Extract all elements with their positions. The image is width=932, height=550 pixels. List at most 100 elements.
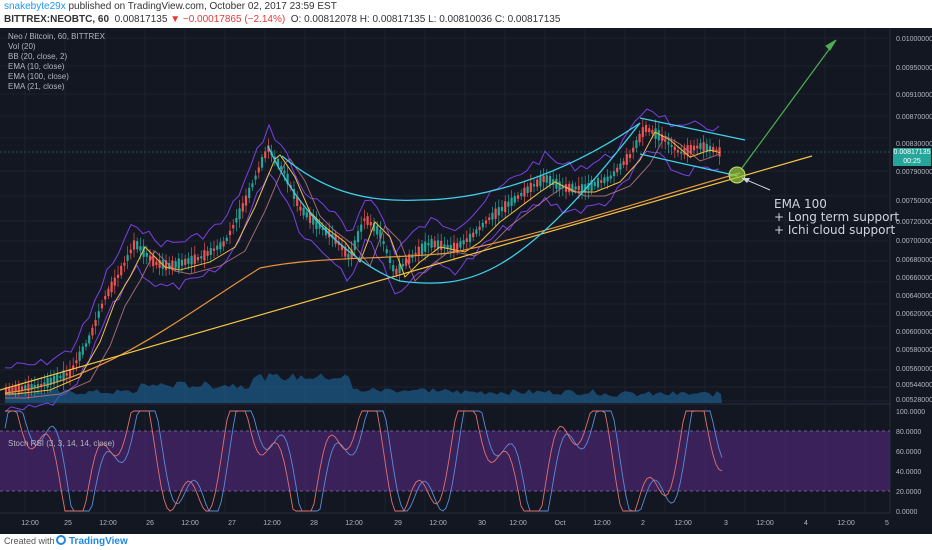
candle-body bbox=[171, 260, 174, 271]
candle-body bbox=[657, 130, 660, 141]
candle-body bbox=[475, 229, 478, 234]
candle-body bbox=[62, 370, 65, 382]
stoch-axis-label: 40.0000 bbox=[896, 469, 921, 476]
candle-body bbox=[715, 149, 718, 152]
candle-body bbox=[664, 139, 667, 142]
candle-body bbox=[235, 218, 238, 223]
publisher-line: snakebyte29x published on TradingView.co… bbox=[4, 1, 337, 12]
candle-body bbox=[580, 184, 584, 192]
ema21-line bbox=[5, 135, 721, 399]
candle-body bbox=[603, 177, 606, 184]
projection-arrow-line bbox=[741, 39, 837, 169]
candle-body bbox=[225, 237, 228, 242]
candle-body bbox=[356, 231, 360, 243]
candle-body bbox=[17, 384, 20, 393]
candle-body bbox=[49, 377, 52, 385]
candle-body bbox=[376, 225, 379, 235]
candle-body bbox=[46, 377, 49, 388]
indicator-legend: Neo / Bitcoin, 60, BITTREX Vol (20) BB (… bbox=[8, 32, 105, 92]
legend-vol[interactable]: Vol (20) bbox=[8, 42, 36, 51]
candle-body bbox=[574, 186, 577, 190]
candle-body bbox=[158, 260, 161, 268]
candle-body bbox=[299, 206, 302, 211]
candle-body bbox=[414, 252, 417, 255]
candle-body bbox=[302, 207, 305, 216]
time-axis-label: 12:00 bbox=[429, 520, 447, 527]
legend-ema10[interactable]: EMA (10, close) bbox=[8, 62, 65, 71]
candle-body bbox=[440, 240, 443, 250]
legend-title: Neo / Bitcoin, 60, BITTREX bbox=[8, 32, 105, 41]
candle-body bbox=[155, 261, 158, 265]
tradingview-brand: TradingView bbox=[69, 536, 128, 547]
candle-body bbox=[264, 151, 267, 159]
candle-body bbox=[203, 250, 206, 261]
price-axis-label: 0.00640000 bbox=[896, 293, 932, 300]
candle-body bbox=[718, 147, 721, 157]
author-link[interactable]: snakebyte29x bbox=[4, 1, 66, 12]
time-axis-label: 28 bbox=[310, 520, 318, 527]
ohlc-values: O: 0.00812078 H: 0.00817135 L: 0.0081003… bbox=[290, 14, 561, 25]
candle-body bbox=[113, 277, 116, 286]
candle-body bbox=[619, 163, 622, 170]
time-axis-label: 12:00 bbox=[263, 520, 281, 527]
flag-lower-line bbox=[639, 153, 739, 177]
candle-body bbox=[36, 384, 40, 389]
candle-body bbox=[334, 233, 337, 244]
time-axis-label: 4 bbox=[804, 520, 808, 527]
price-axis-label: 0.00750000 bbox=[896, 198, 932, 205]
volume-area bbox=[5, 373, 722, 403]
candle-body bbox=[132, 240, 136, 250]
candle-body bbox=[388, 256, 392, 263]
candle-body bbox=[622, 161, 625, 165]
candle-body bbox=[427, 243, 430, 246]
candle-body bbox=[481, 222, 484, 228]
candle-body bbox=[379, 229, 382, 239]
candle-body bbox=[632, 147, 635, 153]
candle-body bbox=[651, 130, 654, 134]
time-axis-label: 12:00 bbox=[509, 520, 527, 527]
price-axis-label: 0.00620000 bbox=[896, 311, 932, 318]
candle-body bbox=[14, 385, 17, 392]
candle-body bbox=[696, 145, 699, 149]
legend-ema21[interactable]: EMA (21, close) bbox=[8, 82, 65, 91]
candle-body bbox=[536, 179, 539, 187]
candle-body bbox=[177, 258, 180, 269]
tradingview-logo[interactable]: TradingView bbox=[56, 535, 128, 547]
candle-body bbox=[628, 154, 632, 158]
candle-body bbox=[75, 360, 78, 364]
candle-body bbox=[187, 258, 190, 264]
chart-area[interactable]: 0.01000000 0.00950000 0.00910000 0.00870000… bbox=[0, 28, 932, 534]
candle-body bbox=[459, 241, 462, 248]
candle-body bbox=[283, 170, 286, 174]
candle-body bbox=[430, 238, 433, 248]
candle-body bbox=[401, 263, 404, 267]
candle-body bbox=[683, 148, 686, 155]
legend-ema100[interactable]: EMA (100, close) bbox=[8, 72, 69, 81]
candle-body bbox=[120, 265, 123, 276]
candle-body bbox=[625, 154, 628, 165]
chart-canvas[interactable]: 0.01000000 0.00950000 0.00910000 0.00870000… bbox=[0, 28, 932, 534]
candle-body bbox=[443, 244, 446, 248]
price-pane-bg bbox=[0, 28, 890, 403]
candle-body bbox=[529, 182, 532, 192]
stoch-d-line bbox=[5, 410, 723, 512]
stoch-rsi-label[interactable]: Stoch RSI (3, 3, 14, 14, close) bbox=[8, 439, 115, 448]
candle-body bbox=[689, 144, 692, 154]
candle-body bbox=[52, 375, 56, 385]
time-axis-label: 30 bbox=[478, 520, 486, 527]
price-axis-label: 0.00560000 bbox=[896, 366, 932, 373]
candle-body bbox=[267, 145, 270, 152]
candle-body bbox=[84, 343, 88, 347]
candle-body bbox=[392, 265, 395, 272]
candle-body bbox=[526, 186, 529, 194]
candle-body bbox=[212, 248, 216, 251]
candle-body bbox=[81, 346, 84, 355]
candle-body bbox=[43, 382, 46, 386]
candle-body bbox=[286, 173, 289, 185]
candle-body bbox=[228, 230, 232, 236]
candle-body bbox=[11, 387, 14, 391]
legend-bb[interactable]: BB (20, close, 2) bbox=[8, 52, 68, 61]
candle-body bbox=[142, 246, 145, 257]
time-axis-label: 27 bbox=[228, 520, 236, 527]
candle-body bbox=[88, 335, 91, 344]
